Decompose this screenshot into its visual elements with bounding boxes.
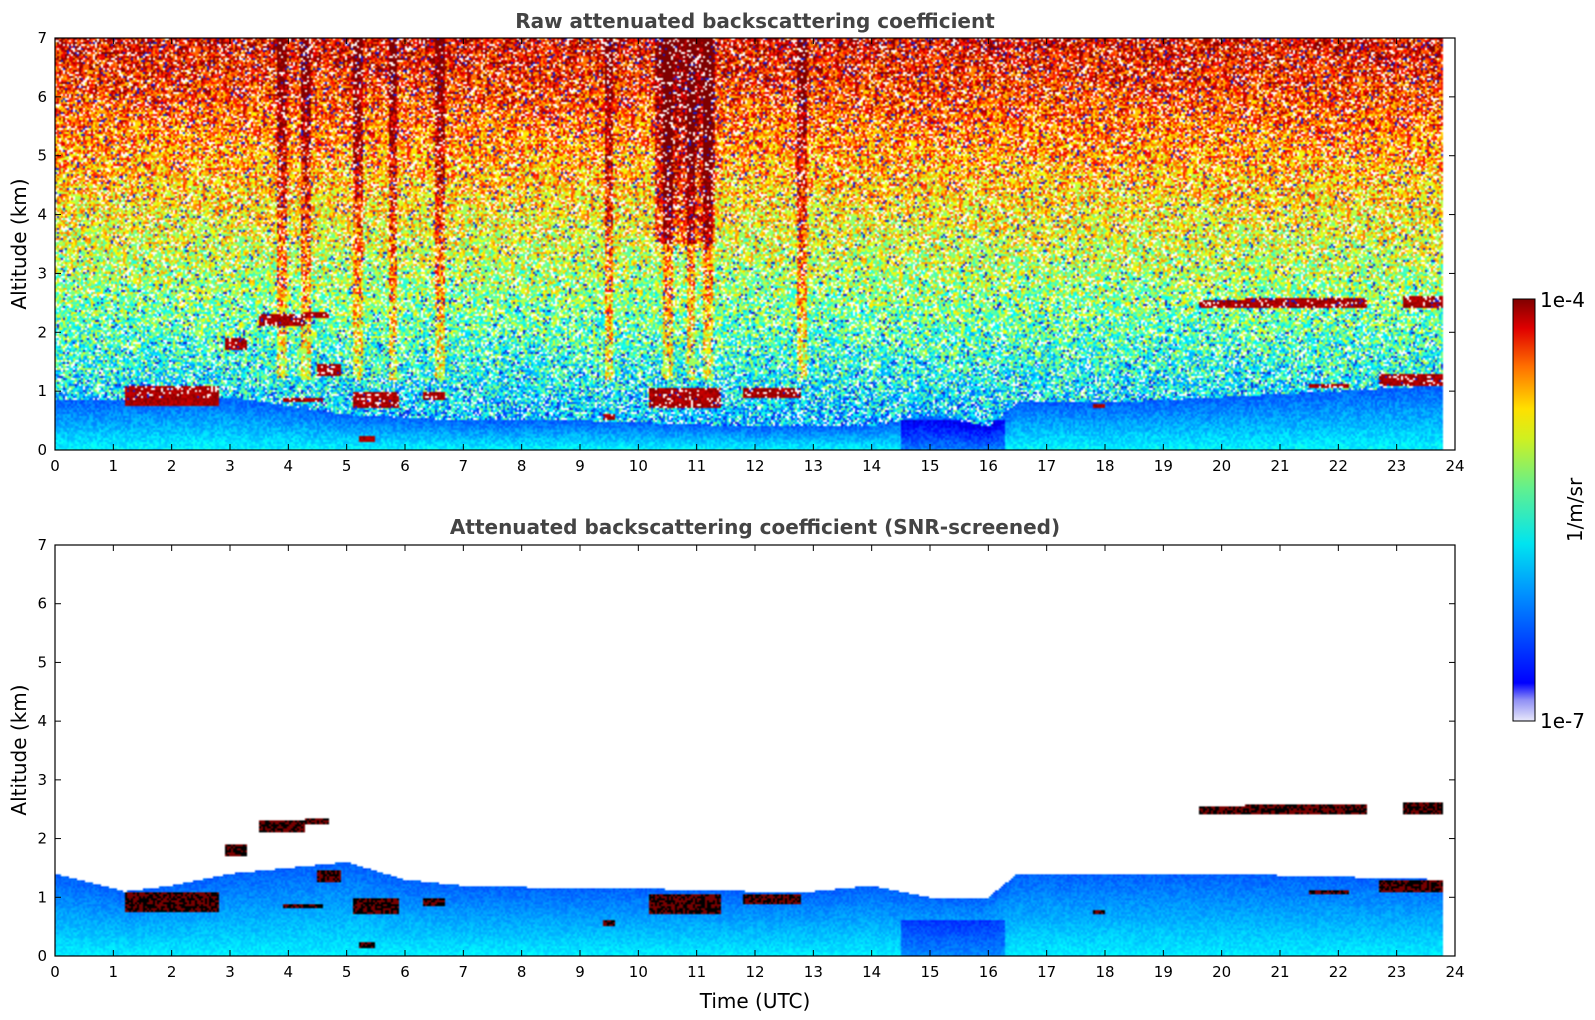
x-tick-label: 22 <box>1329 963 1348 981</box>
x-tick-label: 15 <box>920 963 939 981</box>
x-tick-label: 11 <box>687 963 706 981</box>
x-tick-label: 16 <box>979 457 998 475</box>
panel-screened-xlabel: Time (UTC) <box>699 989 811 1013</box>
x-tick-label: 19 <box>1154 963 1173 981</box>
y-tick-label: 0 <box>37 441 47 459</box>
x-tick-label: 19 <box>1154 457 1173 475</box>
x-tick-label: 17 <box>1037 963 1056 981</box>
x-tick-label: 6 <box>400 963 410 981</box>
x-tick-label: 2 <box>167 457 177 475</box>
panel-screened-title: Attenuated backscattering coefficient (S… <box>450 515 1060 539</box>
x-tick-label: 9 <box>575 963 585 981</box>
colorbar: 1e-4 1e-7 1/m/sr <box>1512 288 1587 733</box>
x-tick-label: 15 <box>920 457 939 475</box>
x-tick-label: 0 <box>50 963 60 981</box>
x-tick-label: 18 <box>1095 963 1114 981</box>
panel-raw-ylabel: Altitude (km) <box>7 178 31 309</box>
x-tick-label: 21 <box>1270 963 1289 981</box>
x-tick-label: 3 <box>225 457 235 475</box>
panel-screened: Attenuated backscattering coefficient (S… <box>7 515 1465 1013</box>
x-tick-label: 8 <box>517 457 527 475</box>
x-tick-label: 0 <box>50 457 60 475</box>
x-tick-label: 10 <box>629 457 648 475</box>
x-tick-label: 7 <box>459 963 469 981</box>
panel-screened-ylabel: Altitude (km) <box>7 684 31 815</box>
y-tick-label: 2 <box>37 323 47 341</box>
x-tick-label: 2 <box>167 963 177 981</box>
x-tick-label: 10 <box>629 963 648 981</box>
x-tick-label: 12 <box>745 963 764 981</box>
y-tick-label: 1 <box>37 888 47 906</box>
x-tick-label: 17 <box>1037 457 1056 475</box>
y-tick-label: 3 <box>37 264 47 282</box>
x-tick-label: 14 <box>862 963 881 981</box>
y-tick-label: 0 <box>37 947 47 965</box>
panel-screened-heatmap <box>55 545 1455 956</box>
x-tick-label: 21 <box>1270 457 1289 475</box>
x-tick-label: 13 <box>804 963 823 981</box>
panel-raw-ticks: 0 1 2 3 4 5 6 7 8 9 10 11 12 13 14 15 16 17 18 19 20 21 22 23 24… <box>37 29 1464 475</box>
y-tick-label: 2 <box>37 830 47 848</box>
x-tick-label: 3 <box>225 963 235 981</box>
x-tick-label: 8 <box>517 963 527 981</box>
x-tick-label: 1 <box>109 457 119 475</box>
panel-raw-title: Raw attenuated backscattering coefficien… <box>515 9 995 33</box>
x-tick-label: 20 <box>1212 457 1231 475</box>
x-tick-label: 22 <box>1329 457 1348 475</box>
x-tick-label: 14 <box>862 457 881 475</box>
x-tick-label: 16 <box>979 963 998 981</box>
x-tick-label: 4 <box>284 963 294 981</box>
x-tick-label: 7 <box>459 457 469 475</box>
y-tick-label: 7 <box>37 29 47 47</box>
x-tick-label: 5 <box>342 963 352 981</box>
panel-raw: Raw attenuated backscattering coefficien… <box>7 9 1465 475</box>
x-tick-label: 1 <box>109 963 119 981</box>
x-tick-label: 24 <box>1445 457 1464 475</box>
x-tick-label: 18 <box>1095 457 1114 475</box>
y-tick-label: 6 <box>37 88 47 106</box>
x-tick-label: 23 <box>1387 457 1406 475</box>
y-tick-label: 1 <box>37 382 47 400</box>
y-tick-label: 4 <box>37 712 47 730</box>
colorbar-units-label: 1/m/sr <box>1563 477 1587 542</box>
x-tick-label: 20 <box>1212 963 1231 981</box>
x-tick-label: 11 <box>687 457 706 475</box>
x-tick-label: 5 <box>342 457 352 475</box>
y-tick-label: 4 <box>37 206 47 224</box>
colorbar-gradient <box>1512 298 1536 722</box>
x-tick-label: 6 <box>400 457 410 475</box>
x-tick-label: 9 <box>575 457 585 475</box>
x-tick-label: 12 <box>745 457 764 475</box>
y-tick-label: 3 <box>37 771 47 789</box>
panel-raw-heatmap <box>55 38 1455 450</box>
x-tick-label: 4 <box>284 457 294 475</box>
y-tick-label: 7 <box>37 536 47 554</box>
colorbar-max-label: 1e-4 <box>1540 288 1585 312</box>
colorbar-min-label: 1e-7 <box>1540 709 1585 733</box>
x-tick-label: 24 <box>1445 963 1464 981</box>
y-tick-label: 5 <box>37 653 47 671</box>
panel-screened-ticks: 0 1 2 3 4 5 6 7 8 9 10 11 12 13 14 15 16 17 18 19 20 21 22 23 24… <box>37 536 1464 981</box>
y-tick-label: 6 <box>37 595 47 613</box>
y-tick-label: 5 <box>37 147 47 165</box>
x-tick-label: 23 <box>1387 963 1406 981</box>
x-tick-label: 13 <box>804 457 823 475</box>
